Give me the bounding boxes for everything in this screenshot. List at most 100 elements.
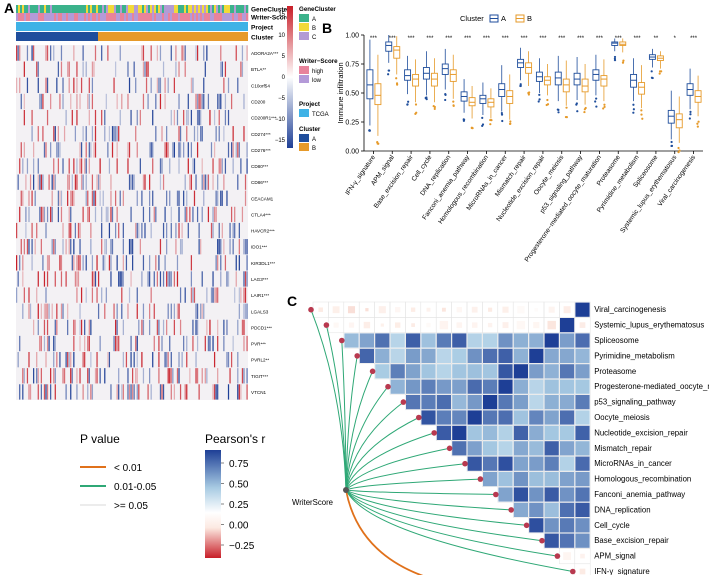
heatmap-cell — [127, 384, 129, 400]
annotation-genecluster-cell — [206, 5, 209, 13]
heatmap-cell — [173, 319, 175, 336]
heatmap-cell — [128, 142, 131, 158]
boxplot-significance-label: *** — [483, 36, 491, 42]
heatmap-cell — [196, 45, 199, 61]
heatmap-cell — [183, 45, 185, 61]
heatmap-cell — [114, 335, 117, 352]
boxplot-outlier — [433, 107, 436, 111]
correlation-cell — [365, 308, 369, 312]
annotation-genecluster-cell — [42, 5, 45, 13]
heatmap-gene-label: VTCN1 — [251, 390, 267, 395]
boxplot-significance-label: *** — [370, 36, 378, 42]
heatmap-cell — [34, 239, 36, 255]
heatmap-cell — [118, 335, 120, 352]
annotation-writer-score-cell — [150, 13, 153, 21]
annotation-writer-score-cell — [134, 13, 137, 21]
heatmap-cell — [169, 335, 171, 352]
annotation-genecluster-cell — [90, 5, 93, 13]
correlation-cell — [426, 307, 431, 312]
annotation-genecluster-cell — [200, 5, 203, 13]
boxplot-legend-label: B — [527, 14, 532, 23]
annotation-writer-score-cell — [212, 13, 215, 21]
heatmap-cell — [237, 319, 239, 336]
panel-a-heatmap: GeneClusterWriter-ScoreProjectClusterADO… — [16, 5, 338, 400]
heatmap-cell — [71, 174, 73, 190]
heatmap-cell — [198, 93, 200, 110]
heatmap-cell — [36, 351, 38, 368]
correlation-cell — [406, 348, 421, 363]
heatmap-cell — [244, 239, 247, 255]
annotation-genecluster-cell — [60, 5, 63, 13]
heatmap-cell — [127, 303, 129, 319]
heatmap-cell — [167, 368, 169, 384]
heatmap-cell — [243, 335, 245, 352]
annotation-writer-score-cell — [82, 13, 85, 21]
annotation-writer-score-cell — [132, 13, 135, 21]
heatmap-cell — [53, 335, 55, 352]
heatmap-cell — [60, 45, 63, 61]
heatmap-cell — [209, 335, 211, 352]
heatmap-cell — [158, 255, 160, 271]
heatmap-cell — [23, 142, 25, 158]
correlation-cell — [563, 552, 572, 561]
panel-label-a: A — [4, 0, 14, 16]
annotation-legend-label: B — [312, 146, 316, 152]
heatmap-cell — [244, 303, 247, 319]
annotation-writer-score-cell — [32, 13, 35, 21]
heatmap-cell — [43, 206, 46, 223]
heatmap-gene-label: PVR*** — [251, 342, 266, 347]
heatmap-cell — [125, 351, 128, 368]
annotation-genecluster-cell — [16, 5, 19, 13]
heatmap-cell — [45, 142, 47, 158]
boxplot-outlier — [613, 59, 617, 62]
heatmap-gene-label: LAIR1*** — [251, 293, 269, 298]
heatmap-cell — [91, 93, 94, 110]
heatmap-cell — [70, 351, 72, 368]
mantel-edge — [345, 489, 527, 526]
heatmap-cell — [246, 368, 248, 384]
heatmap-cell — [130, 384, 132, 400]
heatmap-cell — [36, 222, 38, 239]
heatmap-cell — [196, 109, 199, 126]
heatmap-cell — [84, 319, 86, 336]
correlation-cell — [579, 322, 586, 328]
heatmap-cell — [51, 239, 53, 255]
heatmap-cell — [91, 174, 94, 190]
boxplot-outlier — [471, 126, 474, 130]
heatmap-cell — [190, 77, 193, 94]
heatmap-cell — [167, 351, 169, 368]
annotation-legend-label: C — [312, 35, 317, 41]
correlation-cell — [560, 348, 575, 363]
heatmap-cell — [26, 45, 29, 61]
heatmap-cell — [186, 335, 188, 352]
annotation-writer-score-cell — [78, 13, 81, 21]
correlation-cell — [560, 472, 575, 487]
heatmap-cell — [82, 384, 84, 400]
correlation-cell — [529, 348, 544, 363]
correlation-cell — [513, 364, 528, 379]
heatmap-cell — [170, 109, 172, 126]
heatmap-cell — [212, 206, 214, 223]
annotation-legend-swatch — [299, 109, 309, 117]
annotation-writer-score-cell — [122, 13, 125, 21]
heatmap-cell — [79, 222, 81, 239]
heatmap-cell — [91, 271, 94, 287]
heatmap-cell — [82, 174, 84, 190]
correlation-cell — [513, 333, 528, 348]
heatmap-cell — [178, 142, 180, 158]
heatmap-cell — [173, 142, 175, 158]
boxplot-box — [543, 76, 551, 86]
heatmap-cell — [172, 368, 174, 384]
correlation-cell — [467, 456, 482, 471]
heatmap-cell — [179, 384, 182, 400]
heatmap-cell — [201, 206, 203, 223]
heatmap-cell — [23, 61, 25, 77]
heatmap-cell — [212, 158, 214, 174]
heatmap-cell — [203, 77, 205, 94]
annotation-genecluster-cell — [162, 5, 165, 13]
boxplot-category-group: ***Oocyte_meiosis — [533, 36, 570, 197]
heatmap-cell — [204, 335, 206, 352]
annotation-genecluster-cell — [40, 5, 43, 13]
annotation-writer-score-cell — [60, 13, 63, 21]
correlation-cell — [575, 533, 590, 548]
